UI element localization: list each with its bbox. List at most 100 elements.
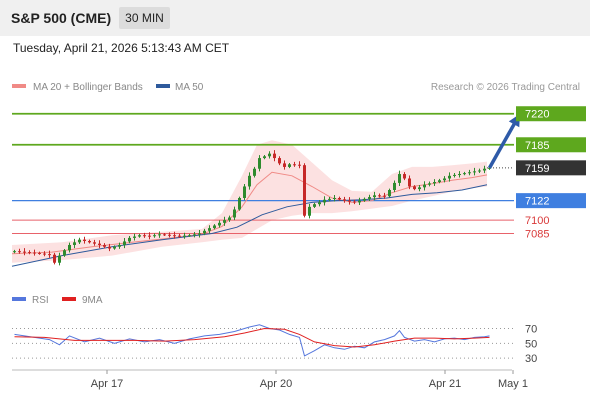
forecast-arrow-shaft	[487, 118, 519, 169]
candle-body	[328, 198, 331, 200]
credit-text: Research © 2026 Trading Central	[431, 82, 580, 93]
candle-body	[258, 158, 261, 169]
candle-body	[148, 235, 151, 237]
candle-body	[173, 235, 176, 237]
candle-body	[98, 243, 101, 245]
candle-body	[448, 175, 451, 179]
candle-body	[43, 253, 46, 255]
candle-body	[193, 234, 196, 236]
candle-body	[228, 217, 231, 221]
candle-body	[73, 242, 76, 245]
candle-body	[133, 236, 136, 238]
rsi-level-label-50: 50	[525, 338, 537, 350]
candle-body	[463, 173, 466, 175]
candle-body	[208, 228, 211, 231]
candle-body	[83, 239, 86, 241]
rsi-9ma-line	[14, 327, 490, 348]
candle-body	[423, 184, 426, 188]
timeframe-button[interactable]: 30 MIN	[119, 7, 170, 29]
candle-body	[393, 182, 396, 190]
candle-body	[183, 235, 186, 237]
bollinger-band	[12, 140, 487, 263]
candle-body	[343, 199, 346, 201]
candle-body	[163, 234, 166, 236]
candle-body	[478, 170, 481, 172]
level-label-box-7122	[516, 193, 586, 209]
candle-body	[398, 174, 401, 183]
ma50-line	[11, 184, 488, 267]
candle-body	[238, 197, 241, 210]
x-tick-label: Apr 17	[91, 378, 123, 390]
candle-body	[298, 164, 301, 166]
candle-body	[188, 235, 191, 237]
legend-label-ma50: MA 50	[175, 82, 204, 93]
candle-body	[283, 163, 286, 167]
candle-body	[453, 174, 456, 176]
candle-body	[33, 252, 36, 254]
level-label-7100: 7100	[525, 215, 549, 227]
level-label-box-7220	[516, 106, 586, 122]
chart-header: S&P 500 (CME) 30 MIN	[0, 0, 590, 36]
level-label-box-7159	[516, 160, 586, 176]
candle-body	[178, 235, 181, 237]
candle-body	[58, 255, 61, 263]
rsi-level-label-30: 30	[525, 353, 537, 365]
candle-body	[408, 178, 411, 187]
candle-body	[303, 165, 306, 216]
level-label-7122: 7122	[525, 196, 549, 208]
candle-body	[28, 252, 31, 254]
candle-body	[123, 241, 126, 245]
legend-label-rsi: RSI	[32, 295, 49, 306]
candle-body	[218, 222, 221, 226]
candle-body	[483, 168, 486, 171]
candle-body	[268, 153, 271, 157]
candle-body	[363, 198, 366, 201]
candle-body	[433, 182, 436, 184]
candle-body	[108, 246, 111, 249]
candle-body	[68, 244, 71, 251]
candle-body	[378, 195, 381, 197]
candle-body	[373, 195, 376, 198]
candle-body	[38, 252, 41, 254]
candle-body	[93, 242, 96, 244]
candle-body	[348, 200, 351, 202]
candle-body	[353, 201, 356, 203]
x-tick-label: May 1	[498, 378, 528, 390]
candle-body	[468, 172, 471, 174]
candle-body	[368, 197, 371, 199]
candle-body	[383, 195, 386, 197]
candle-body	[263, 156, 266, 159]
rsi-line	[14, 324, 490, 357]
instrument-title: S&P 500 (CME)	[11, 10, 112, 26]
candle-body	[308, 206, 311, 216]
level-label-7220: 7220	[525, 109, 549, 121]
legend-swatch-ma20	[12, 84, 26, 88]
candle-body	[273, 153, 276, 159]
candle-body	[248, 175, 251, 187]
candle-body	[428, 183, 431, 185]
candle-body	[413, 186, 416, 190]
candle-body	[13, 251, 16, 253]
candle-body	[88, 240, 91, 243]
candle-body	[18, 251, 21, 253]
candle-body	[233, 209, 236, 218]
candle-body	[103, 244, 106, 247]
legend-label-ma20: MA 20 + Bollinger Bands	[33, 82, 143, 93]
candle-body	[473, 171, 476, 173]
candle-body	[313, 204, 316, 207]
legend-swatch-rsi	[12, 297, 26, 301]
legend-swatch-9ma	[62, 297, 76, 301]
candle-body	[278, 158, 281, 164]
candle-body	[143, 235, 146, 237]
legend-label-9ma: 9MA	[82, 295, 103, 306]
candle-body	[403, 174, 406, 179]
candle-body	[48, 254, 51, 256]
x-tick-label: Apr 21	[429, 378, 461, 390]
rsi-level-label-70: 70	[525, 324, 537, 336]
level-label-7085: 7085	[525, 228, 549, 240]
candle-body	[213, 225, 216, 229]
candle-body	[153, 235, 156, 237]
candle-body	[323, 199, 326, 203]
